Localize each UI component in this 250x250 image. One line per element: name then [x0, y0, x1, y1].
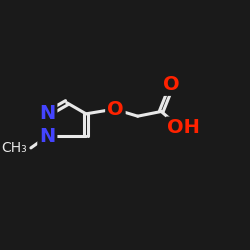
Text: N: N [39, 104, 56, 123]
Text: N: N [39, 127, 56, 146]
Text: O: O [164, 75, 180, 94]
Text: N: N [39, 127, 56, 146]
Text: O: O [107, 100, 124, 119]
Text: O: O [107, 100, 124, 119]
Text: OH: OH [167, 118, 200, 138]
Text: OH: OH [167, 118, 200, 138]
Text: CH₃: CH₃ [2, 141, 27, 155]
Text: N: N [39, 104, 56, 123]
Text: O: O [164, 75, 180, 94]
